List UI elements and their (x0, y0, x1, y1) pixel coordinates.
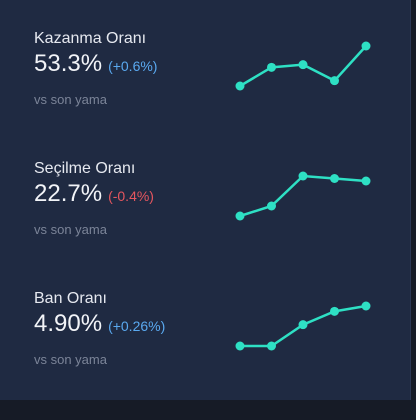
win-rate-sparkline (235, 41, 371, 91)
stat-change: (+0.26%) (108, 318, 166, 334)
stat-change: (-0.4%) (108, 188, 154, 204)
stat-title: Ban Oranı (34, 290, 107, 307)
stat-title: Seçilme Oranı (34, 160, 136, 177)
sparkline-point (235, 81, 245, 91)
pick-rate-stat: Seçilme Oranı 22.7% (-0.4%) vs son yama (0, 160, 410, 290)
sparkline-point (361, 301, 371, 311)
stat-value-row: 53.3% (+0.6%) (34, 50, 157, 78)
win-rate-stat: Kazanma Oranı 53.3% (+0.6%) vs son yama (0, 30, 410, 160)
sparkline-point (235, 341, 245, 351)
stats-panel: Kazanma Oranı 53.3% (+0.6%) vs son yama S… (0, 0, 411, 400)
sparkline-point (267, 341, 276, 351)
sparkline-point (330, 174, 339, 183)
stat-value-row: 4.90% (+0.26%) (34, 310, 165, 338)
sparkline-point (298, 60, 308, 70)
sparkline-point (267, 201, 276, 211)
sparkline-line (239, 174, 367, 218)
sparkline-point (298, 320, 308, 330)
sparkline-point (330, 306, 339, 316)
stat-subtitle: vs son yama (34, 92, 107, 107)
sparkline-point (361, 41, 371, 51)
stat-subtitle: vs son yama (34, 222, 107, 237)
stat-value: 53.3% (34, 50, 103, 77)
ban-rate-sparkline (235, 301, 371, 351)
stat-value: 4.90% (34, 310, 103, 337)
stat-change: (+0.6%) (108, 58, 158, 74)
sparkline-point (235, 211, 245, 221)
pick-rate-sparkline (235, 171, 371, 221)
stat-subtitle: vs son yama (34, 352, 107, 367)
sparkline-point (267, 62, 276, 72)
sparkline-point (298, 171, 308, 181)
sparkline-point (361, 176, 371, 186)
ban-rate-stat: Ban Oranı 4.90% (+0.26%) vs son yama (0, 290, 410, 420)
stat-value: 22.7% (34, 180, 103, 207)
sparkline-point (330, 76, 339, 86)
stat-value-row: 22.7% (-0.4%) (34, 180, 154, 208)
stat-title: Kazanma Oranı (34, 30, 147, 47)
